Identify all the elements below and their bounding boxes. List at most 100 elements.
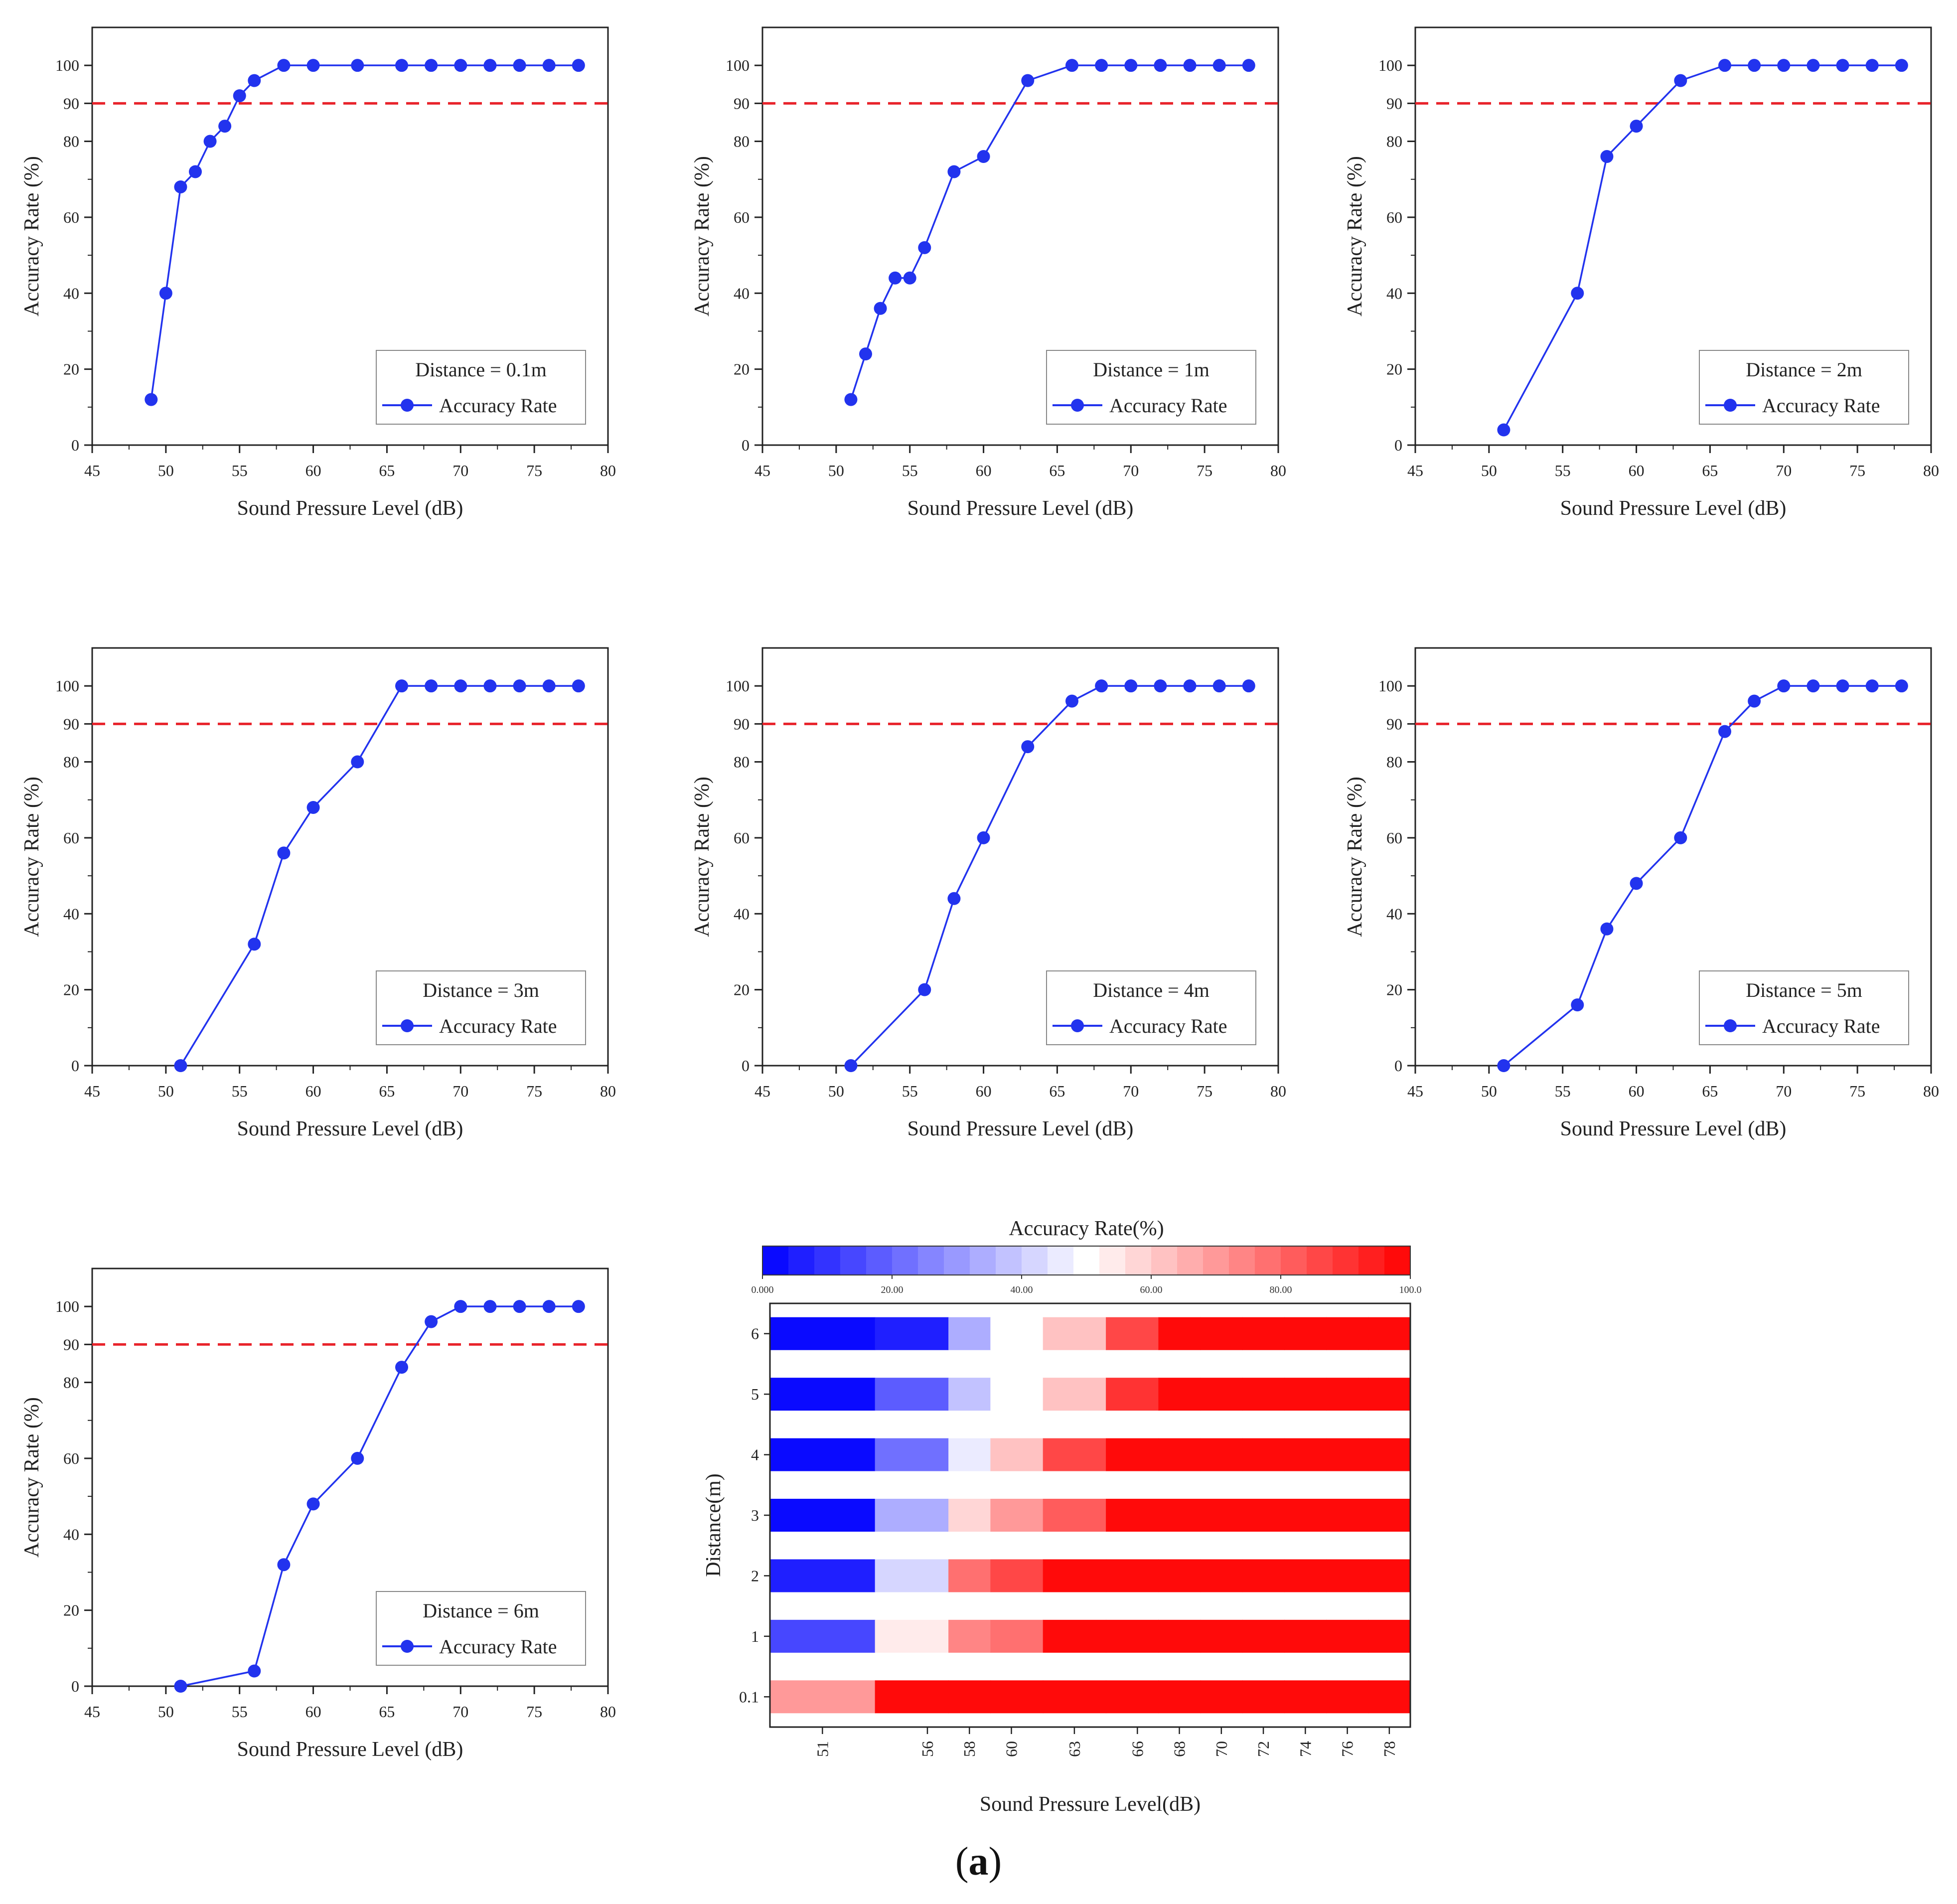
- x-tick-label: 65: [379, 1082, 395, 1100]
- heatmap-cell: [1242, 1619, 1285, 1653]
- heatmap-cell: [990, 1317, 1044, 1350]
- y-tick-label: 0: [742, 436, 750, 454]
- data-point: [174, 1680, 187, 1693]
- x-tick-label: 45: [84, 1703, 100, 1721]
- data-point: [1124, 679, 1138, 693]
- heatmap-cell: [770, 1438, 876, 1471]
- legend-title: Distance = 3m: [423, 979, 539, 1001]
- data-point: [277, 59, 291, 72]
- data-point: [1895, 59, 1908, 72]
- data-point: [218, 120, 232, 133]
- legend-box: [376, 1591, 586, 1666]
- x-tick-label: 60: [976, 1082, 992, 1100]
- y-tick-label: 100: [1378, 56, 1402, 74]
- x-tick-label: 60: [1629, 462, 1645, 479]
- data-point: [1836, 59, 1849, 72]
- y-tick-label: 0: [71, 436, 79, 454]
- legend-label: Accuracy Rate: [1109, 394, 1227, 417]
- x-tick-label: 55: [232, 1703, 248, 1721]
- heatmap-cell: [990, 1619, 1044, 1653]
- y-tick-label: 100: [55, 677, 79, 695]
- legend-label: Accuracy Rate: [1109, 1015, 1227, 1037]
- heatmap-cell: [1284, 1438, 1327, 1471]
- legend-marker: [1724, 399, 1737, 412]
- data-point: [1497, 423, 1510, 437]
- data-point: [248, 938, 261, 951]
- data-point: [277, 846, 291, 860]
- x-tick-label: 50: [828, 462, 844, 479]
- data-point: [1674, 831, 1687, 844]
- y-axis-label: Accuracy Rate (%): [1344, 777, 1366, 937]
- x-tick-label: 45: [84, 1082, 100, 1100]
- heatmap-cell: [1242, 1559, 1285, 1592]
- data-point: [844, 1059, 858, 1072]
- heatmap-cell: [1158, 1680, 1201, 1714]
- legend-marker: [1071, 1019, 1084, 1032]
- x-tick-label: 65: [1702, 462, 1718, 479]
- colorbar-swatch: [1048, 1246, 1074, 1275]
- data-point: [1065, 694, 1078, 708]
- x-tick-label: 75: [1849, 1082, 1865, 1100]
- data-point: [513, 1300, 526, 1313]
- heatmap-cell: [875, 1619, 949, 1653]
- y-tick-label: 0: [1394, 436, 1402, 454]
- data-point: [889, 271, 902, 285]
- legend-marker: [1724, 1019, 1737, 1032]
- heatmap-cell: [1368, 1619, 1411, 1653]
- x-tick-label: 60: [305, 462, 321, 479]
- x-tick-label: 55: [902, 1082, 918, 1100]
- x-tick-label: 55: [902, 462, 918, 479]
- data-point: [874, 302, 887, 315]
- heatmap-cell: [990, 1378, 1044, 1411]
- x-tick-label: 56: [918, 1741, 936, 1757]
- data-point: [483, 679, 497, 693]
- heatmap-cell: [1043, 1559, 1106, 1592]
- x-tick-label: 63: [1065, 1741, 1083, 1757]
- y-tick-label: 20: [63, 981, 79, 999]
- y-tick-label: 40: [63, 284, 79, 302]
- heatmap-cell: [1326, 1378, 1369, 1411]
- y-tick-label: 40: [63, 905, 79, 923]
- colorbar-swatch: [1022, 1246, 1048, 1275]
- data-point: [572, 1300, 585, 1313]
- colorbar-swatch: [892, 1246, 918, 1275]
- y-tick-label: 60: [63, 208, 79, 226]
- x-tick-label: 68: [1171, 1741, 1189, 1757]
- y-tick-label: 80: [734, 753, 750, 771]
- x-tick-label: 70: [452, 1082, 468, 1100]
- y-tick-label: 40: [1386, 284, 1402, 302]
- x-tick-label: 80: [1923, 1082, 1939, 1100]
- x-tick-label: 75: [1197, 1082, 1212, 1100]
- y-tick-label: 20: [63, 1601, 79, 1619]
- heatmap-cell: [1368, 1317, 1411, 1350]
- heatmap-cell: [1242, 1438, 1285, 1471]
- heatmap-cell: [1284, 1499, 1327, 1532]
- heatmap-cell: [875, 1438, 949, 1471]
- heatmap-cell: [1158, 1619, 1201, 1653]
- y-tick-label: 4: [751, 1446, 759, 1464]
- x-axis-label: Sound Pressure Level (dB): [237, 1117, 463, 1140]
- y-tick-label: 80: [63, 1374, 79, 1392]
- colorbar-frame: [762, 1246, 1411, 1275]
- heatmap-cell: [948, 1499, 991, 1532]
- colorbar-swatch: [996, 1246, 1022, 1275]
- y-tick-label: 3: [751, 1506, 759, 1524]
- x-tick-label: 65: [1049, 462, 1065, 479]
- y-tick-label: 90: [63, 1335, 79, 1353]
- colorbar-swatch: [788, 1246, 815, 1275]
- heatmap-cell: [1326, 1317, 1369, 1350]
- heatmap-cell: [1106, 1438, 1159, 1471]
- data-point: [1718, 59, 1731, 72]
- y-tick-label: 20: [734, 360, 750, 378]
- heatmap-cell: [770, 1378, 876, 1411]
- colorbar-tick-label: 100.0: [1399, 1284, 1422, 1295]
- x-tick-label: 65: [1049, 1082, 1065, 1100]
- y-tick-label: 60: [1386, 208, 1402, 226]
- colorbar-tick-label: 60.00: [1140, 1284, 1163, 1295]
- y-tick-label: 60: [1386, 829, 1402, 847]
- x-tick-label: 45: [1407, 462, 1423, 479]
- data-point: [844, 393, 858, 406]
- legend-marker: [401, 399, 414, 412]
- heatmap-cell: [948, 1317, 991, 1350]
- heatmap-cell: [1106, 1378, 1159, 1411]
